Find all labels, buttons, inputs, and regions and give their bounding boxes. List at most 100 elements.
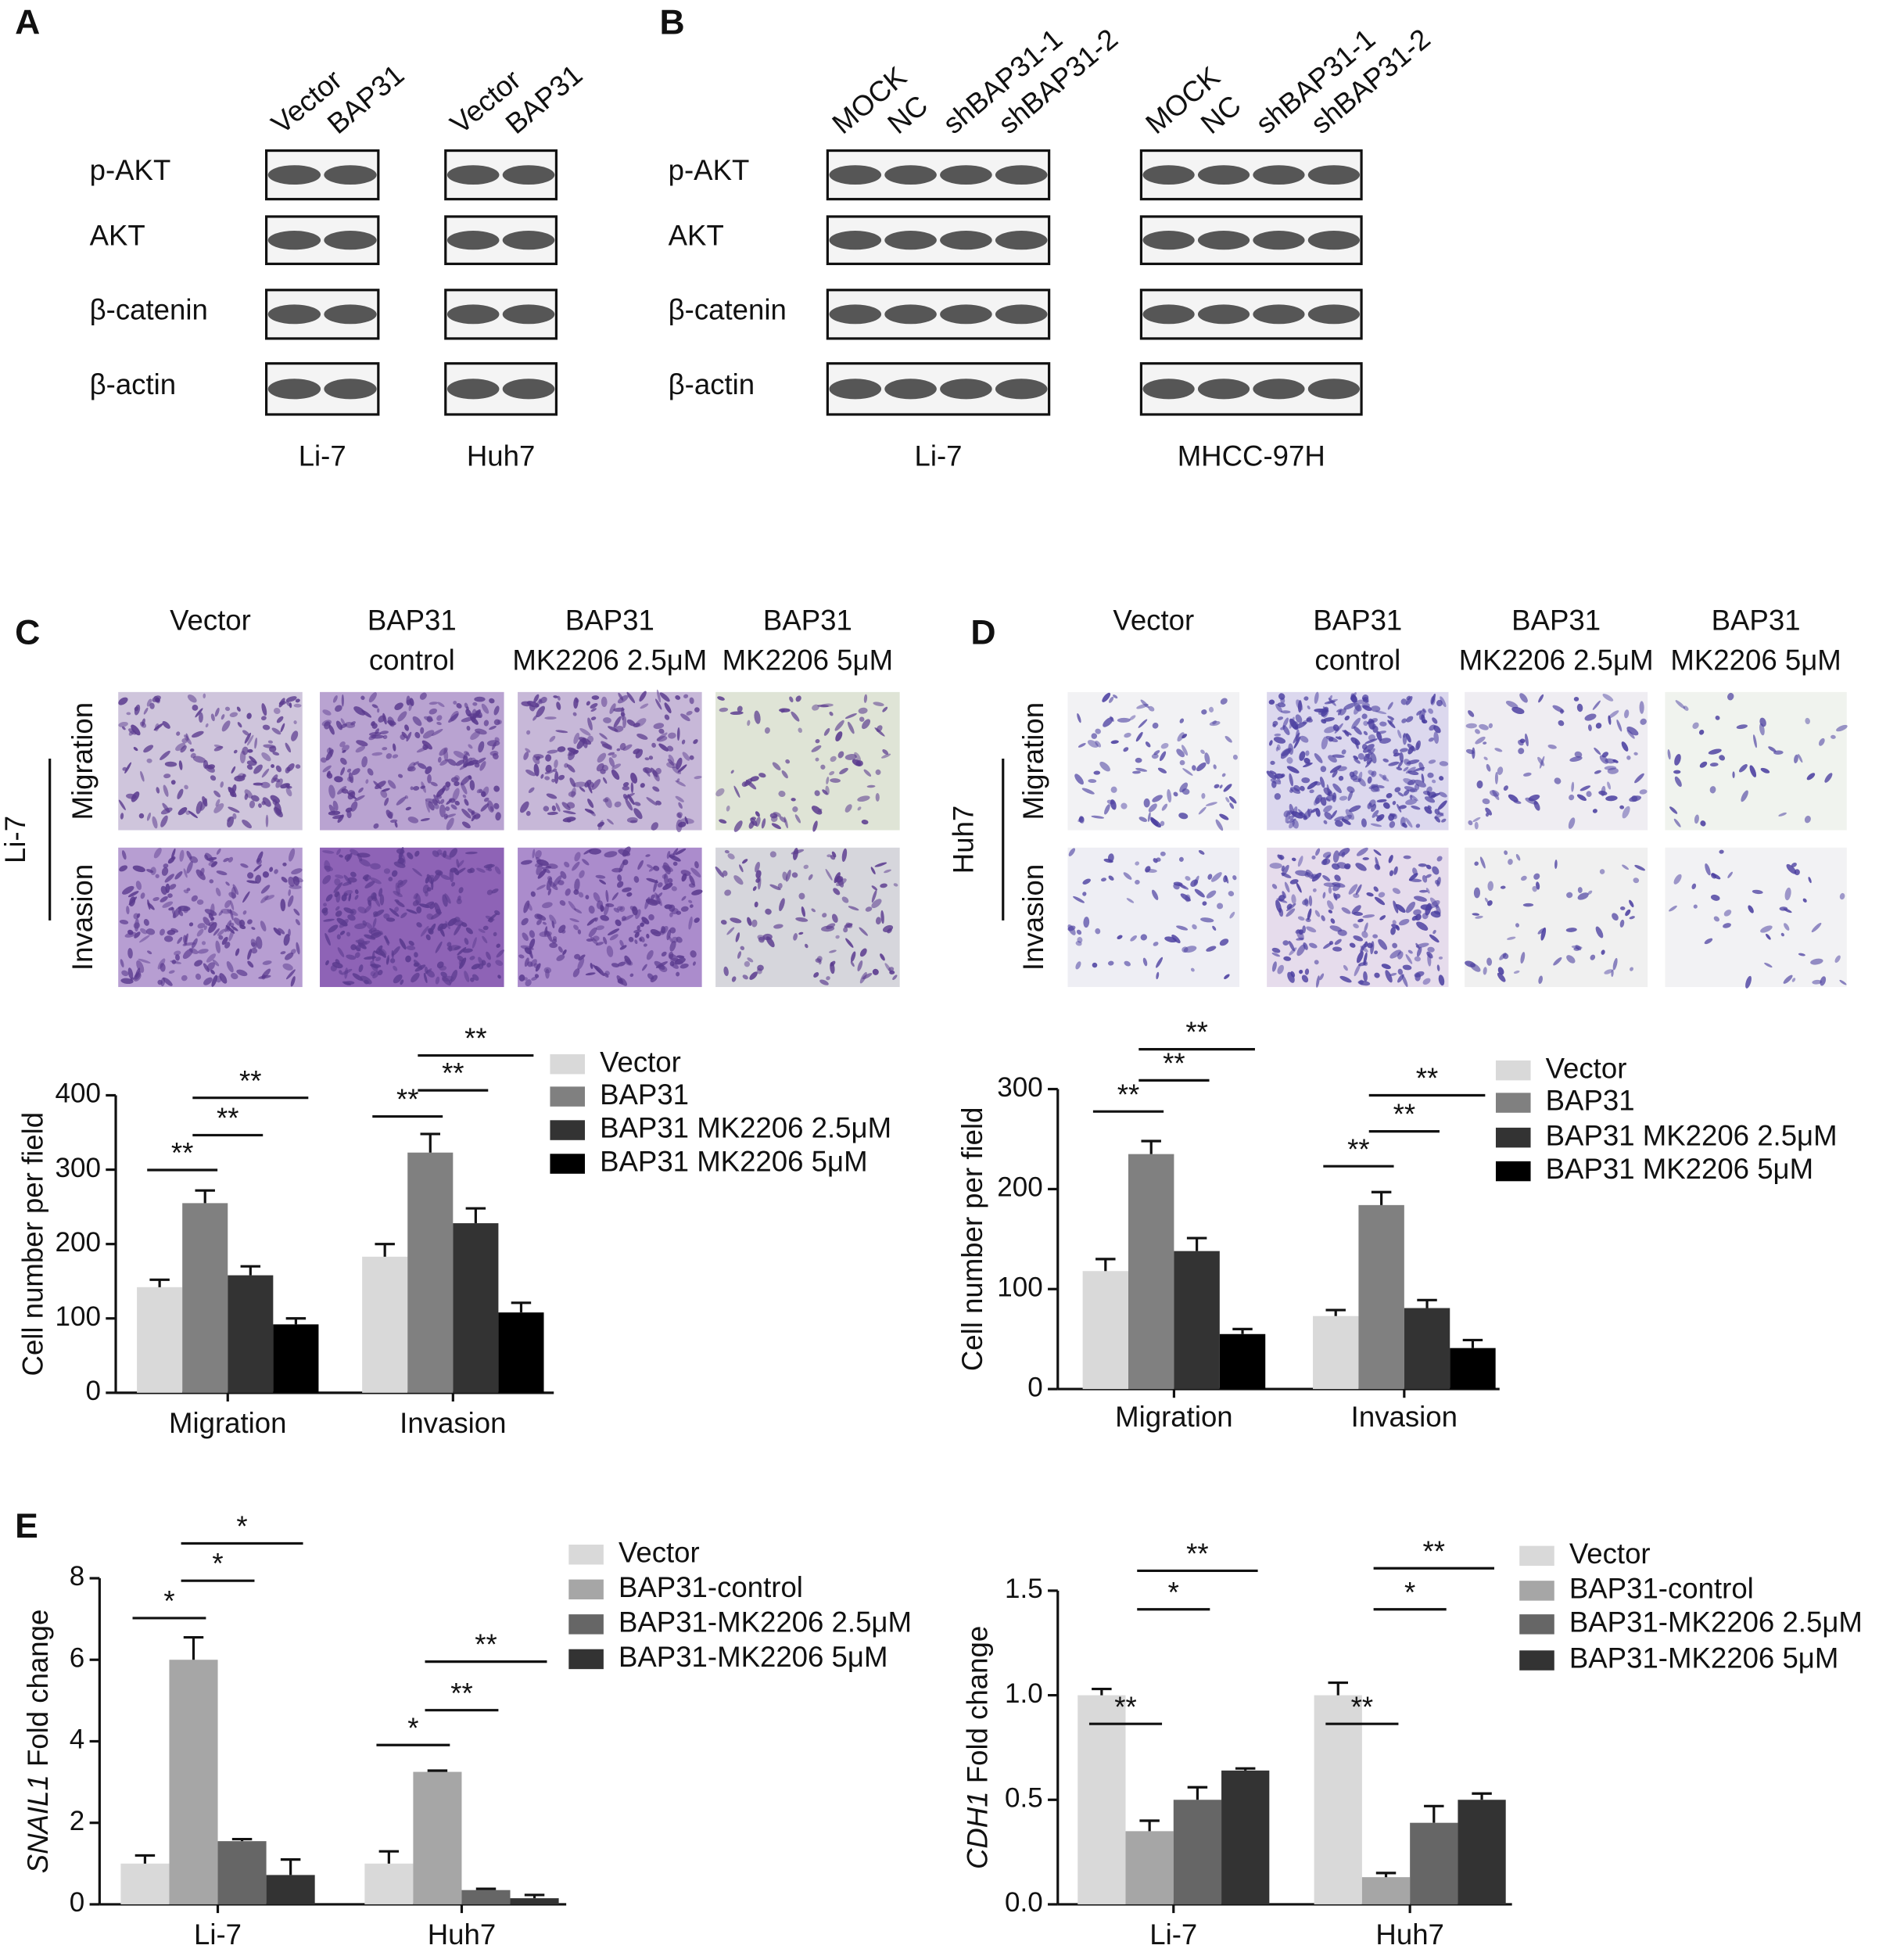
stained-cell	[145, 869, 154, 874]
stained-cell	[880, 883, 887, 888]
blot-row-label: β-catenin	[90, 293, 208, 325]
stained-cell	[218, 910, 224, 916]
significance-label: *	[212, 1548, 223, 1580]
stained-cell	[465, 709, 472, 717]
stained-cell	[657, 892, 663, 898]
cell-line-label: Li-7	[0, 816, 31, 863]
stained-cell	[472, 937, 477, 949]
legend-label: BAP31-MK2206 5μM	[619, 1641, 888, 1673]
stained-cell	[616, 748, 621, 752]
stained-cell	[174, 950, 181, 956]
stained-cell	[653, 879, 658, 892]
y-tick-label: 0.0	[1005, 1887, 1043, 1918]
stained-cell	[425, 876, 430, 884]
stained-cell	[801, 906, 805, 917]
stained-cell	[1274, 773, 1284, 779]
blot-band	[267, 304, 321, 325]
stained-cell	[1292, 721, 1299, 729]
stained-cell	[1225, 874, 1229, 884]
stained-cell	[192, 704, 199, 711]
stained-cell	[573, 732, 580, 745]
stained-cell	[650, 929, 662, 937]
blot-band	[502, 379, 555, 400]
stained-cell	[155, 874, 160, 878]
stained-cell	[659, 692, 670, 702]
stained-cell	[1409, 878, 1422, 882]
stained-cell	[837, 751, 844, 759]
stained-cell	[1625, 909, 1631, 917]
stained-cell	[1376, 730, 1386, 734]
stained-cell	[416, 746, 428, 753]
stained-cell	[533, 694, 540, 703]
stained-cell	[1308, 895, 1313, 906]
significance-label: **	[1185, 1016, 1207, 1048]
stained-cell	[1102, 692, 1111, 702]
stained-cell	[1271, 947, 1281, 953]
stained-cell	[1806, 773, 1816, 781]
stained-cell	[634, 931, 640, 939]
stained-cell	[140, 892, 145, 899]
stained-cell	[1145, 868, 1157, 873]
stained-cell	[280, 723, 285, 733]
column-header: control	[369, 644, 455, 676]
stained-cell	[863, 694, 868, 703]
stained-cell	[1198, 806, 1207, 815]
stained-cell	[439, 799, 445, 805]
stained-cell	[1303, 757, 1311, 764]
stained-cell	[523, 752, 529, 760]
stained-cell	[1415, 972, 1422, 982]
stained-cell	[1349, 942, 1356, 948]
stained-cell	[1592, 700, 1601, 710]
stained-cell	[1178, 856, 1184, 862]
stained-cell	[453, 700, 457, 705]
stained-cell	[769, 851, 776, 858]
stained-cell	[1209, 720, 1221, 727]
stained-cell	[1117, 717, 1131, 723]
stained-cell	[450, 804, 457, 810]
stained-cell	[1440, 696, 1447, 708]
stained-cell	[335, 874, 344, 879]
stained-cell	[1592, 809, 1597, 813]
stained-cell	[255, 874, 262, 884]
stained-cell	[558, 880, 565, 885]
stained-cell	[436, 715, 443, 721]
stained-cell	[573, 697, 579, 709]
stained-cell	[1366, 892, 1374, 897]
stained-cell	[571, 787, 576, 799]
stained-cell	[1488, 723, 1493, 729]
stained-cell	[755, 811, 760, 817]
stained-cell	[590, 936, 598, 946]
stained-cell	[1587, 890, 1593, 895]
stained-cell	[385, 955, 389, 964]
stained-cell	[454, 946, 461, 950]
stained-cell	[1766, 933, 1771, 940]
stained-cell	[622, 716, 627, 728]
stained-cell	[1607, 767, 1619, 774]
stained-cell	[641, 917, 650, 924]
stained-cell	[808, 874, 813, 881]
stained-cell	[1634, 773, 1644, 784]
stained-cell	[261, 752, 271, 762]
stained-cell	[861, 820, 869, 825]
stained-cell	[826, 777, 830, 784]
stained-cell	[145, 928, 156, 935]
stained-cell	[146, 812, 151, 821]
stained-cell	[382, 747, 388, 751]
stained-cell	[1566, 892, 1573, 899]
stained-cell	[184, 933, 188, 943]
stained-cell	[1295, 714, 1303, 723]
stained-cell	[152, 816, 158, 829]
stained-cell	[480, 791, 486, 798]
blot-band	[1142, 379, 1195, 400]
bar	[510, 1898, 559, 1904]
stained-cell	[893, 883, 898, 887]
stained-cell	[636, 733, 648, 740]
stained-cell	[1286, 818, 1296, 824]
stained-cell	[629, 906, 636, 912]
stained-cell	[579, 870, 585, 878]
stained-cell	[1269, 863, 1282, 869]
stained-cell	[269, 867, 274, 872]
stained-cell	[715, 788, 725, 797]
stained-cell	[1633, 878, 1640, 884]
stained-cell	[586, 701, 590, 706]
